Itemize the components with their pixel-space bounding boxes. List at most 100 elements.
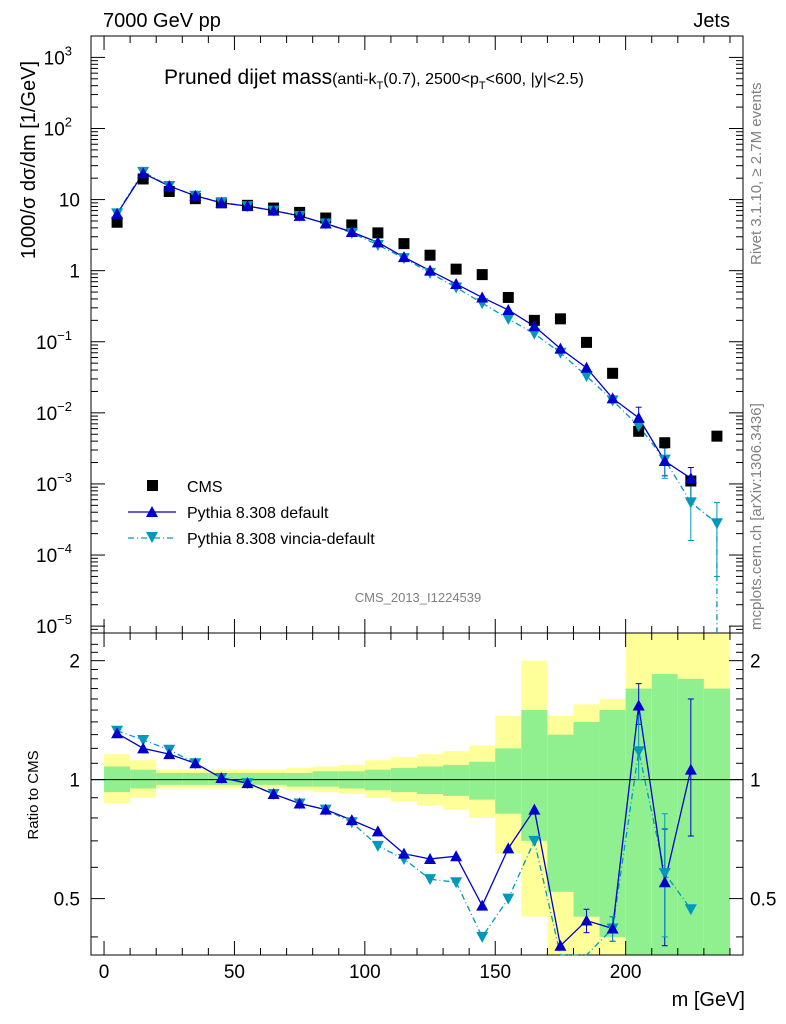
main-ytick-label: 1 <box>69 262 80 283</box>
default-marker <box>371 236 384 248</box>
main-ytick-label: 10−4 <box>36 541 72 567</box>
ratio-default-marker <box>450 850 463 862</box>
xtick-label: 200 <box>610 962 642 983</box>
ratio-vincia-marker <box>137 734 150 746</box>
ratio-default-marker <box>658 876 671 888</box>
default-marker <box>554 342 567 354</box>
vincia-marker <box>502 313 515 325</box>
xtick-label: 150 <box>479 962 511 983</box>
cms-marker <box>424 249 436 261</box>
default-marker <box>397 251 410 263</box>
ratio-band-inner <box>260 772 287 785</box>
main-ytick-label: 10−5 <box>36 612 72 638</box>
ratio-ytick-label-right: 1 <box>750 771 761 792</box>
legend-marker-cms <box>147 480 158 491</box>
ratio-default-marker <box>189 757 202 769</box>
default-marker <box>658 455 671 467</box>
plot-title: Pruned dijet mass(anti-kT(0.7), 2500<pT<… <box>164 66 584 92</box>
vincia-line <box>116 171 718 524</box>
ratio-vincia-marker <box>502 893 515 905</box>
main-ytick-label: 103 <box>44 43 72 69</box>
default-marker <box>502 303 515 315</box>
vincia-marker <box>528 328 541 340</box>
default-marker <box>189 189 202 201</box>
ratio-band-inner <box>599 710 626 937</box>
ratio-vincia-marker <box>658 868 671 880</box>
ratio-default-marker <box>293 797 306 809</box>
default-line <box>116 172 692 479</box>
main-ytick-label: 102 <box>44 114 72 140</box>
default-marker <box>319 217 332 229</box>
ratio-vincia-marker <box>528 835 541 847</box>
ratio-band-inner <box>703 688 730 955</box>
ratio-default-marker <box>371 825 384 837</box>
cms-marker <box>659 437 671 449</box>
vincia-marker <box>710 518 723 530</box>
default-marker <box>424 264 437 276</box>
ratio-ytick-label-right: 0.5 <box>750 890 776 911</box>
ratio-default-marker <box>241 777 254 789</box>
default-marker <box>267 204 280 216</box>
legend: CMS Pythia 8.308 default Pythia 8.308 vi… <box>128 479 375 548</box>
main-ytick-label: 10−2 <box>36 399 72 425</box>
ratio-ytick-label-left: 1 <box>69 771 80 792</box>
default-marker <box>241 200 254 212</box>
ratio-band-inner <box>547 734 574 892</box>
ratio-vincia-marker <box>450 877 463 889</box>
cms-marker <box>502 291 514 303</box>
default-marker <box>137 167 150 179</box>
ratio-vincia-marker <box>371 840 384 852</box>
ratio-band-inner <box>573 721 600 917</box>
default-marker <box>606 392 619 404</box>
main-ytick-label: 10−3 <box>36 470 72 496</box>
ratio-default-marker <box>580 914 593 926</box>
header-left: 7000 GeV pp <box>103 10 221 32</box>
ratio-vincia-marker <box>684 904 697 916</box>
main-ytick-label: 10−1 <box>36 328 72 354</box>
legend-marker-vincia <box>146 532 158 543</box>
ratio-ytick-label-left: 2 <box>69 652 80 673</box>
default-marker <box>215 196 228 208</box>
ratio-default-marker <box>137 742 150 754</box>
ratio-vincia-marker <box>476 931 489 943</box>
ratio-ylabel: Ratio to CMS <box>25 750 42 839</box>
ratio-default-marker <box>528 803 541 815</box>
cms-marker <box>137 173 149 185</box>
ratio-default-marker <box>424 852 437 864</box>
ratio-band-inner <box>182 772 209 785</box>
main-ylabel: 1000/σ dσ/dm [1/GeV] <box>18 61 40 259</box>
ratio-default-marker <box>345 814 358 826</box>
ratio-default-marker <box>502 842 515 854</box>
legend-label-vincia: Pythia 8.308 vincia-default <box>187 531 375 548</box>
xtick-label: 0 <box>99 962 110 983</box>
header-right: Jets <box>693 10 730 32</box>
default-marker <box>450 277 463 289</box>
cms-marker <box>711 430 723 442</box>
default-marker <box>163 180 176 192</box>
cms-marker <box>581 336 593 348</box>
ratio-band-inner <box>312 771 339 787</box>
legend-label-default: Pythia 8.308 default <box>187 505 329 522</box>
legend-marker-default <box>146 506 158 517</box>
vincia-marker <box>632 421 645 433</box>
cms-marker <box>398 238 410 250</box>
rivet-label: Rivet 3.1.10, ≥ 2.7M events <box>748 83 765 266</box>
cms-marker <box>346 219 358 231</box>
mcplots-label: mcplots.cern.ch [arXiv:1306.3436] <box>748 403 765 630</box>
ratio-ytick-label-left: 0.5 <box>54 890 80 911</box>
default-marker <box>528 320 541 332</box>
legend-label-cms: CMS <box>187 479 223 496</box>
default-marker <box>684 472 697 484</box>
ratio-vincia-marker <box>424 874 437 886</box>
main-ytick-label: 10 <box>59 191 80 212</box>
cms-marker <box>476 269 488 281</box>
ratio-band-inner <box>469 761 496 800</box>
ratio-default-marker <box>215 771 228 783</box>
ratio-default-marker <box>163 748 176 760</box>
default-marker <box>293 209 306 221</box>
cms-marker <box>607 367 619 379</box>
ratio-vincia-marker <box>632 746 645 758</box>
ratio-default-marker <box>554 939 567 951</box>
ratio-band-inner <box>130 769 157 789</box>
